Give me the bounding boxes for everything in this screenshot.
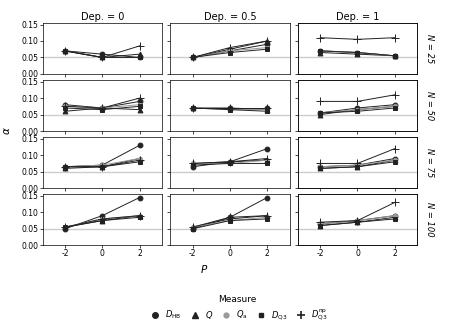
Title: Dep. = 1: Dep. = 1	[336, 12, 379, 22]
Title: Dep. = 0: Dep. = 0	[81, 12, 124, 22]
Y-axis label: N = 75: N = 75	[426, 148, 435, 177]
Text: α: α	[2, 127, 12, 134]
Y-axis label: N = 50: N = 50	[426, 91, 435, 120]
Y-axis label: N = 100: N = 100	[426, 202, 435, 237]
Title: Dep. = 0.5: Dep. = 0.5	[203, 12, 256, 22]
Text: P: P	[201, 265, 207, 275]
Legend: $D_{\mathregular{HB}}$, $Q$, $Q_{\mathregular{a}}$, $D_{\mathregular{Q3}}$, $D_{: $D_{\mathregular{HB}}$, $Q$, $Q_{\mathre…	[146, 295, 328, 323]
Y-axis label: N = 25: N = 25	[426, 34, 435, 63]
